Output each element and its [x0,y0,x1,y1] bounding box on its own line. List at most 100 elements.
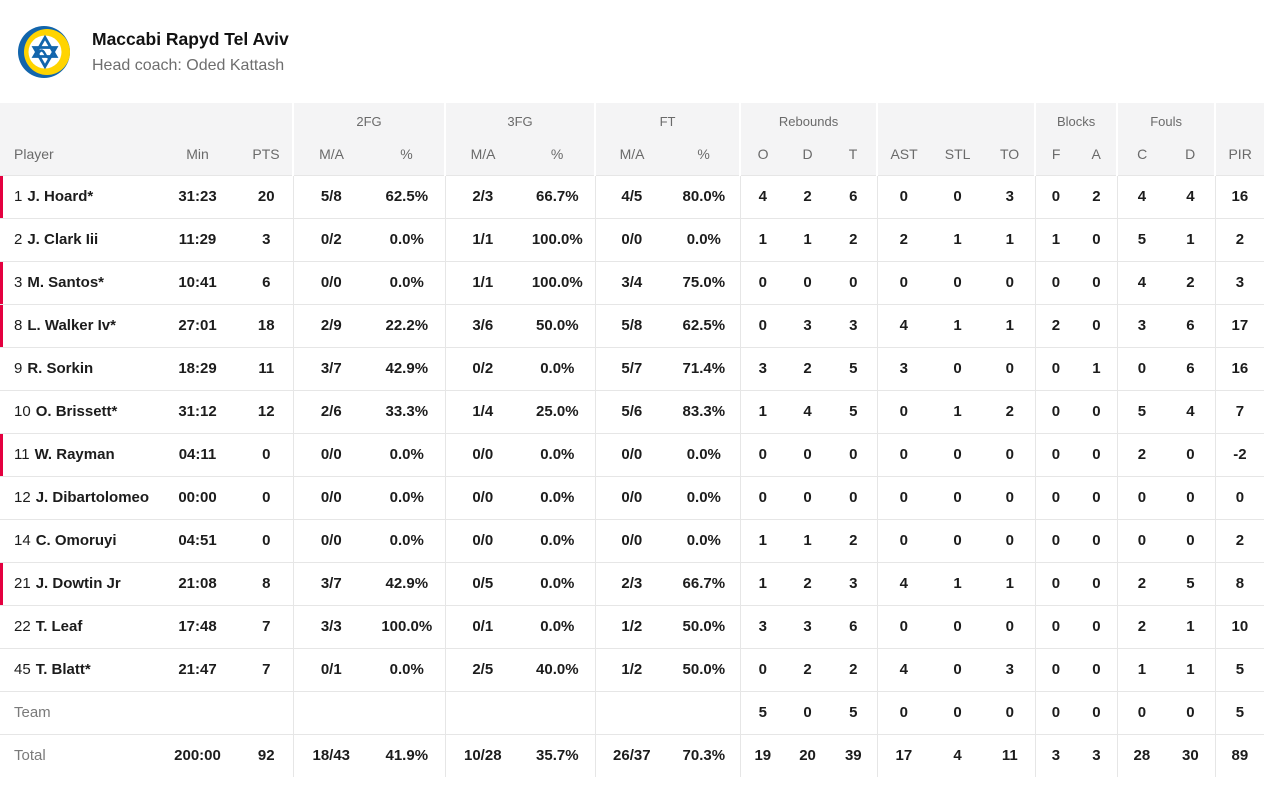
stat-3fg-pct [520,690,596,734]
stat-min: 04:51 [155,518,240,562]
stat-blk-a: 0 [1076,647,1118,691]
stat-stl: 4 [930,733,986,777]
stat-pts: 8 [240,561,294,605]
stat-2fg-ma: 2/9 [292,303,370,347]
stat-reb-t: 5 [830,690,878,734]
table-row: 8 L. Walker Iv* 27:01 18 2/9 22.2% 3/6 50… [0,303,1264,347]
stat-2fg-pct [369,690,446,734]
group-header-row: 2FG 3FG FT Rebounds Blocks Fouls [0,103,1264,134]
stat-foul-c: 5 [1116,389,1167,433]
player-number: 11 [14,446,30,463]
table-row: 12 J. Dibartolomeo 00:00 0 0/0 0.0% 0/0 0… [0,475,1264,519]
stat-foul-d: 0 [1166,432,1216,476]
stat-pts: 0 [240,475,294,519]
stat-ft-ma: 26/37 [594,733,669,777]
stat-3fg-pct: 0.0% [520,518,596,562]
stat-to: 0 [985,432,1036,476]
stat-reb-d: 2 [803,188,812,205]
stat-min: 21:08 [155,561,240,605]
stat-reb-d: 2 [785,346,831,390]
col-player: Player [0,134,155,176]
player-number: 1 [14,188,23,205]
player-name: L. Walker Iv* [27,317,116,334]
stat-2fg-ma: 0/0 [292,432,370,476]
stat-pir: 0 [1214,475,1264,519]
player-name: T. Blatt* [35,661,91,678]
stat-pir: -2 [1214,432,1264,476]
stat-pir: 7 [1214,389,1264,433]
stat-3fg-ma: 1/4 [444,389,521,433]
stat-3fg-ma: 2/3 [444,175,521,218]
player-name: W. Rayman [34,446,115,463]
group-empty-left [0,103,294,134]
stat-blk-f: 1 [1034,217,1077,261]
stat-ft-ma: 1/2 [594,647,669,691]
stat-ft-ma: 0/0 [594,518,669,562]
stat-to: 3 [1005,188,1015,205]
stat-reb-t: 0 [830,475,878,519]
player-name: M. Santos* [27,274,105,291]
group-fouls: Fouls [1116,103,1216,134]
player-cell: 3 M. Santos* [0,260,155,304]
on-court-indicator [0,261,3,304]
stat-reb-o: 1 [739,518,786,562]
stat-ft-pct: 71.4% [668,346,741,390]
stat-pts: 12 [240,389,294,433]
stat-to: 2 [985,389,1036,433]
table-row: 1 J. Hoard* 31:23 20 5/8 62.5% 2/3 66.7% … [0,175,1264,218]
stat-ast: 3 [876,346,931,390]
stat-foul-c: 2 [1116,561,1167,605]
stat-reb-o: 3 [739,346,786,390]
player-cell: 14 C. Omoruyi [0,518,155,562]
stat-min: 04:11 [155,432,240,476]
stat-2fg-pct: 22.2% [369,303,446,347]
stat-foul-d: 1 [1166,604,1216,648]
player-number: 12 [14,489,31,506]
stat-pir: 2 [1214,518,1264,562]
stat-foul-d: 6 [1166,346,1216,390]
player-cell: 2 J. Clark Iii [0,217,155,261]
stat-foul-c: 1 [1116,647,1167,691]
col-foul-d: D [1166,134,1216,176]
col-2fg-pct: % [369,134,446,176]
table-row: 14 C. Omoruyi 04:51 0 0/0 0.0% 0/0 0.0% 0… [0,518,1264,562]
stat-pts [240,690,294,734]
stat-pts: 0 [240,432,294,476]
stat-foul-c: 2 [1116,432,1167,476]
stat-reb-t: 3 [830,561,878,605]
stat-foul-d: 6 [1166,303,1216,347]
stat-pir: 5 [1214,647,1264,691]
stat-blk-f: 0 [1034,432,1077,476]
col-pir: PIR [1214,134,1264,176]
player-cell: 21 J. Dowtin Jr [0,561,155,605]
stat-2fg-pct: 42.9% [369,561,446,605]
stat-min: 00:00 [155,475,240,519]
group-3fg: 3FG [444,103,596,134]
stat-ft-ma: 3/4 [594,260,669,304]
stat-reb-t: 0 [830,432,878,476]
player-name: R. Sorkin [27,360,94,377]
player-cell: 1 J. Hoard* [0,175,155,218]
group-ft: FT [594,103,741,134]
stat-foul-c: 0 [1116,475,1167,519]
stat-stl: 1 [930,561,986,605]
stat-pts: 3 [240,217,294,261]
stat-ft-pct: 66.7% [668,561,741,605]
stat-reb-o: 0 [739,303,786,347]
player-number: 9 [14,360,23,377]
stat-ast: 4 [876,303,931,347]
team-name: Maccabi Rapyd Tel Aviv [92,28,289,49]
on-court-indicator [0,175,3,218]
stat-ft-pct: 75.0% [668,260,741,304]
stat-min: 27:01 [155,303,240,347]
stat-reb-d: 2 [785,647,831,691]
stat-reb-t: 6 [830,604,878,648]
stat-pir: 3 [1214,260,1264,304]
stat-blk-a: 0 [1076,475,1118,519]
stat-pts: 0 [240,518,294,562]
stat-blk-a: 2 [1092,188,1101,205]
stat-ft-ma: 5/6 [594,389,669,433]
stat-3fg-ma: 3/6 [444,303,521,347]
stat-ast: 0 [876,475,931,519]
stat-to: 0 [985,604,1036,648]
